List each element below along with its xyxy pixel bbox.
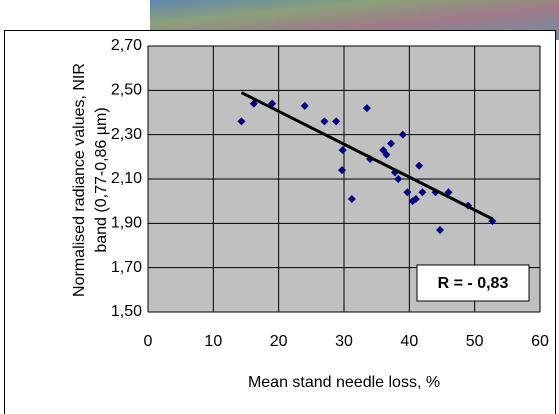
point bbox=[249, 99, 258, 108]
y-tick-label: 2,50 bbox=[111, 82, 142, 99]
point bbox=[320, 117, 329, 126]
x-tick-label: 50 bbox=[466, 333, 484, 350]
point bbox=[398, 130, 407, 139]
point bbox=[338, 146, 347, 155]
y-tick-label: 2,30 bbox=[111, 126, 142, 143]
y-tick-label: 2,10 bbox=[111, 170, 142, 187]
x-tick-label: 40 bbox=[400, 333, 418, 350]
x-tick-label: 0 bbox=[144, 333, 153, 350]
y-tick-label: 1,70 bbox=[111, 259, 142, 276]
x-tick-label: 20 bbox=[270, 333, 288, 350]
y-tick-label: 2,70 bbox=[111, 37, 142, 54]
y-axis-title: Normalised radiance values, NIR bbox=[71, 63, 88, 297]
y-axis-title: band (0,77-0,86 µm) bbox=[93, 107, 110, 252]
point bbox=[332, 117, 341, 126]
annotation: R = - 0,83 bbox=[438, 275, 509, 292]
point bbox=[394, 175, 403, 183]
x-tick-label: 60 bbox=[531, 333, 549, 350]
x-tick-label: 30 bbox=[335, 333, 353, 350]
point bbox=[382, 150, 391, 159]
point bbox=[362, 104, 371, 113]
point bbox=[300, 101, 309, 110]
trend-line bbox=[240, 91, 493, 221]
y-tick-label: 1,90 bbox=[111, 215, 142, 232]
point bbox=[411, 194, 420, 203]
point bbox=[418, 188, 427, 197]
point bbox=[415, 161, 424, 170]
y-tick-label: 1,50 bbox=[111, 303, 142, 320]
point bbox=[387, 139, 396, 148]
annotation-box bbox=[416, 264, 530, 302]
x-axis-title: Mean stand needle loss, % bbox=[248, 374, 440, 391]
point bbox=[436, 225, 445, 234]
x-tick-label: 10 bbox=[204, 333, 222, 350]
point bbox=[338, 166, 347, 175]
point bbox=[237, 117, 246, 126]
point bbox=[347, 194, 356, 203]
point bbox=[403, 188, 412, 197]
